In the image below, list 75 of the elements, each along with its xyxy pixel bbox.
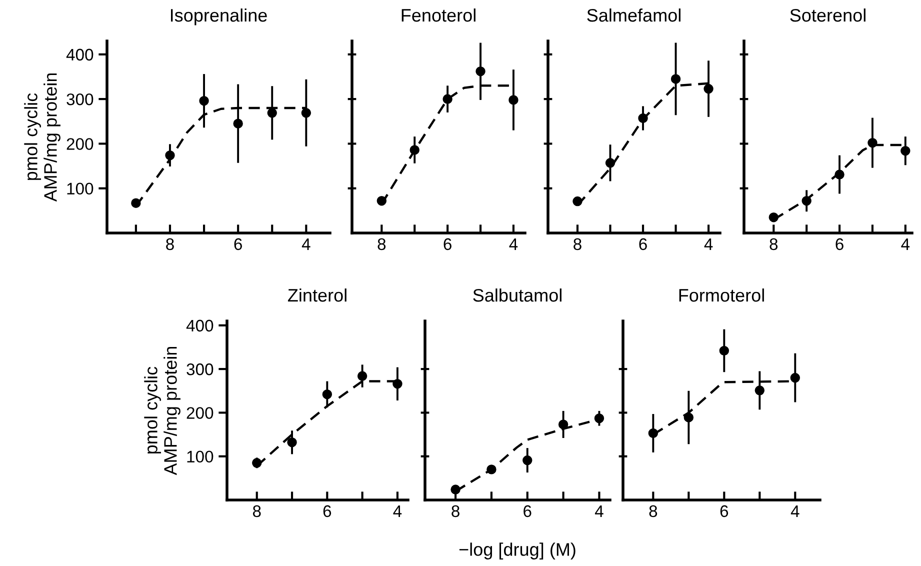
point (684, 412, 694, 422)
point (670, 74, 681, 84)
x-tick-label: 6 (639, 238, 647, 250)
point (900, 146, 910, 156)
x-tick-label: 4 (704, 238, 713, 250)
x-tick-label: 6 (234, 238, 242, 250)
x-tick-label: 4 (594, 505, 604, 517)
y-tick-label: 100 (187, 450, 214, 463)
y-tick-label: 400 (66, 48, 94, 61)
point (442, 94, 452, 104)
y-tick-label: 300 (186, 363, 214, 376)
x-tick-label: 8 (649, 505, 658, 518)
x-tick-label: 6 (720, 505, 728, 518)
x-tick-label: 4 (509, 238, 518, 250)
point (322, 389, 332, 400)
point (392, 379, 402, 389)
point (572, 196, 582, 206)
x-tick-label: 4 (302, 238, 310, 250)
point (790, 372, 800, 383)
x-tick-label: 4 (901, 238, 910, 250)
y-axis-title: pmol cyclic AMP/mg protein (144, 346, 180, 476)
x-tick-label: 6 (524, 505, 532, 518)
chart-title: Formoterol (679, 288, 764, 302)
point (522, 455, 532, 466)
x-tick-label: 8 (378, 238, 386, 250)
x-tick-label: 8 (452, 505, 460, 518)
point (834, 170, 844, 180)
point (754, 386, 765, 396)
chart-title: Zinterol (288, 288, 346, 302)
point (508, 95, 518, 105)
y-tick-label: 200 (66, 138, 94, 150)
point (648, 428, 658, 438)
point (199, 96, 209, 106)
point (768, 212, 779, 222)
point (287, 438, 297, 448)
chart-title: Salmefamol (587, 8, 680, 22)
chart-title: Fenoterol (402, 8, 476, 22)
x-tick-label: 8 (574, 238, 582, 250)
point (357, 371, 368, 381)
y-tick-label: 400 (186, 320, 214, 332)
y-tick-label: 100 (67, 182, 94, 195)
point (376, 196, 387, 206)
point (719, 346, 730, 356)
x-tick-label: 6 (323, 505, 332, 518)
point (252, 458, 262, 468)
x-tick-label: 6 (444, 238, 452, 250)
x-tick-label: 8 (166, 238, 174, 250)
point (450, 484, 460, 494)
point (594, 413, 604, 424)
point (605, 158, 616, 168)
x-axis-title: −log [drug] (M) (459, 542, 576, 560)
y-tick-label: 300 (66, 93, 94, 106)
point (301, 108, 312, 118)
point (802, 196, 812, 206)
x-tick-label: 4 (790, 505, 800, 517)
x-tick-label: 4 (393, 505, 402, 517)
y-tick-label: 200 (186, 407, 214, 419)
point (486, 464, 496, 474)
x-tick-label: 6 (836, 238, 844, 250)
chart-title: Salbutamol (473, 288, 562, 302)
x-tick-label: 8 (770, 238, 778, 250)
y-axis-title: pmol cyclic AMP/mg protein (24, 73, 60, 202)
point (558, 420, 568, 430)
point (704, 84, 714, 94)
point (410, 145, 420, 155)
chart-title: Isoprenaline (170, 8, 267, 26)
point (233, 118, 243, 128)
point (476, 66, 486, 76)
point (267, 108, 277, 118)
point (165, 150, 175, 160)
point (131, 198, 141, 208)
chart-title: Soterenol (790, 8, 866, 22)
point (638, 113, 648, 124)
x-tick-label: 8 (252, 505, 261, 518)
point (868, 138, 878, 148)
